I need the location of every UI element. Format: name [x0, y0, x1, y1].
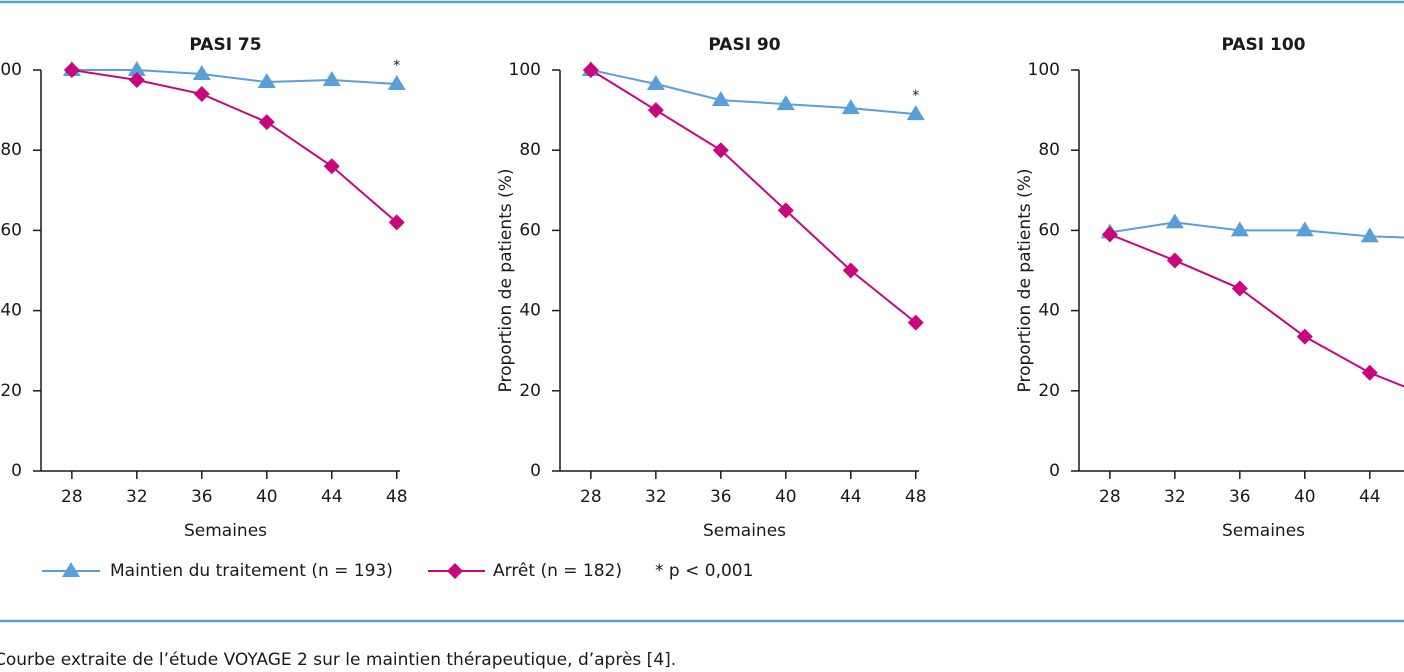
- series-line: [1109, 233, 1404, 388]
- x-tick-label: 36: [1229, 487, 1251, 507]
- x-tick-label: 36: [191, 487, 213, 507]
- y-tick-label: 100: [509, 60, 541, 80]
- data-point: [193, 86, 210, 103]
- data-point: [1296, 328, 1313, 345]
- y-tick-label: 40: [519, 301, 541, 321]
- legend-label: Maintien du traitement (n = 193): [110, 561, 393, 581]
- x-tick-label: 40: [1294, 487, 1316, 507]
- annotation: *: [912, 88, 919, 104]
- series-line: [71, 69, 398, 224]
- data-point: [322, 71, 341, 87]
- y-tick-label: 0: [530, 461, 541, 481]
- y-tick-label: 80: [1038, 140, 1060, 160]
- chart-title: PASI 90: [708, 35, 780, 55]
- data-point: [1360, 227, 1379, 243]
- y-tick-label: 60: [519, 220, 541, 240]
- data-point: [646, 75, 665, 91]
- x-tick-label: 48: [386, 487, 408, 507]
- x-axis-label: Semaines: [184, 521, 267, 541]
- data-point: [258, 114, 275, 131]
- y-tick-label: 100: [0, 60, 22, 80]
- x-tick-label: 36: [710, 487, 732, 507]
- data-point: [711, 91, 730, 107]
- y-tick-label: 0: [1049, 461, 1060, 481]
- x-tick-label: 28: [580, 487, 602, 507]
- x-tick-label: 44: [840, 487, 862, 507]
- x-tick-label: 48: [905, 487, 927, 507]
- x-axis-label: Semaines: [1222, 521, 1305, 541]
- data-point: [1231, 280, 1248, 297]
- x-tick-label: 32: [645, 487, 667, 507]
- y-tick-label: 40: [1038, 301, 1060, 321]
- x-axis-label: Semaines: [703, 521, 786, 541]
- y-tick-label: 60: [0, 220, 22, 240]
- annotation: *: [393, 58, 400, 74]
- y-tick-label: 20: [519, 381, 541, 401]
- legend-marker: [447, 563, 463, 579]
- data-point: [128, 72, 145, 89]
- legend-label: Arrêt (n = 182): [493, 561, 622, 581]
- x-tick-label: 40: [775, 487, 797, 507]
- y-axis-label: Proportion de patients (%): [496, 169, 516, 393]
- data-point: [192, 65, 211, 81]
- x-tick-label: 32: [1164, 487, 1186, 507]
- data-point: [1230, 221, 1249, 237]
- series-line: [71, 69, 397, 86]
- data-point: [647, 102, 664, 119]
- data-point: [907, 314, 924, 331]
- legend-marker: [62, 562, 80, 577]
- y-tick-label: 80: [519, 140, 541, 160]
- x-tick-label: 44: [321, 487, 343, 507]
- x-tick-label: 32: [126, 487, 148, 507]
- data-point: [323, 158, 340, 175]
- y-tick-label: 40: [0, 301, 22, 321]
- data-point: [387, 75, 406, 91]
- data-point: [777, 202, 794, 219]
- data-point: [906, 105, 925, 121]
- data-point: [1101, 226, 1118, 243]
- chart-title: PASI 100: [1221, 35, 1305, 55]
- data-point: [1295, 221, 1314, 237]
- x-tick-label: 28: [1099, 487, 1121, 507]
- y-tick-label: 60: [1038, 220, 1060, 240]
- data-point: [582, 62, 599, 78]
- data-point: [1165, 213, 1184, 229]
- series-line: [590, 69, 917, 324]
- data-point: [842, 262, 859, 279]
- data-point: [776, 95, 795, 111]
- y-tick-label: 20: [0, 381, 22, 401]
- data-point: [841, 99, 860, 115]
- series-line: [1109, 221, 1404, 239]
- data-point: [712, 142, 729, 159]
- y-axis-label: Proportion de patients (%): [1015, 169, 1035, 393]
- x-tick-label: 40: [256, 487, 278, 507]
- data-point: [63, 62, 80, 78]
- y-tick-label: 0: [11, 461, 22, 481]
- data-point: [388, 214, 405, 231]
- y-tick-label: 100: [1028, 60, 1060, 80]
- chart-title: PASI 75: [189, 35, 261, 55]
- y-tick-label: 80: [0, 140, 22, 160]
- data-point: [1166, 252, 1183, 269]
- series-line: [590, 69, 916, 116]
- x-tick-label: 28: [61, 487, 83, 507]
- data-point: [1361, 364, 1378, 381]
- data-point: [257, 73, 276, 89]
- legend-note: * p < 0,001: [655, 561, 753, 581]
- x-tick-label: 44: [1359, 487, 1381, 507]
- data-point: [127, 61, 146, 76]
- caption: Courbe extraite de l’étude VOYAGE 2 sur …: [0, 650, 676, 670]
- y-tick-label: 20: [1038, 381, 1060, 401]
